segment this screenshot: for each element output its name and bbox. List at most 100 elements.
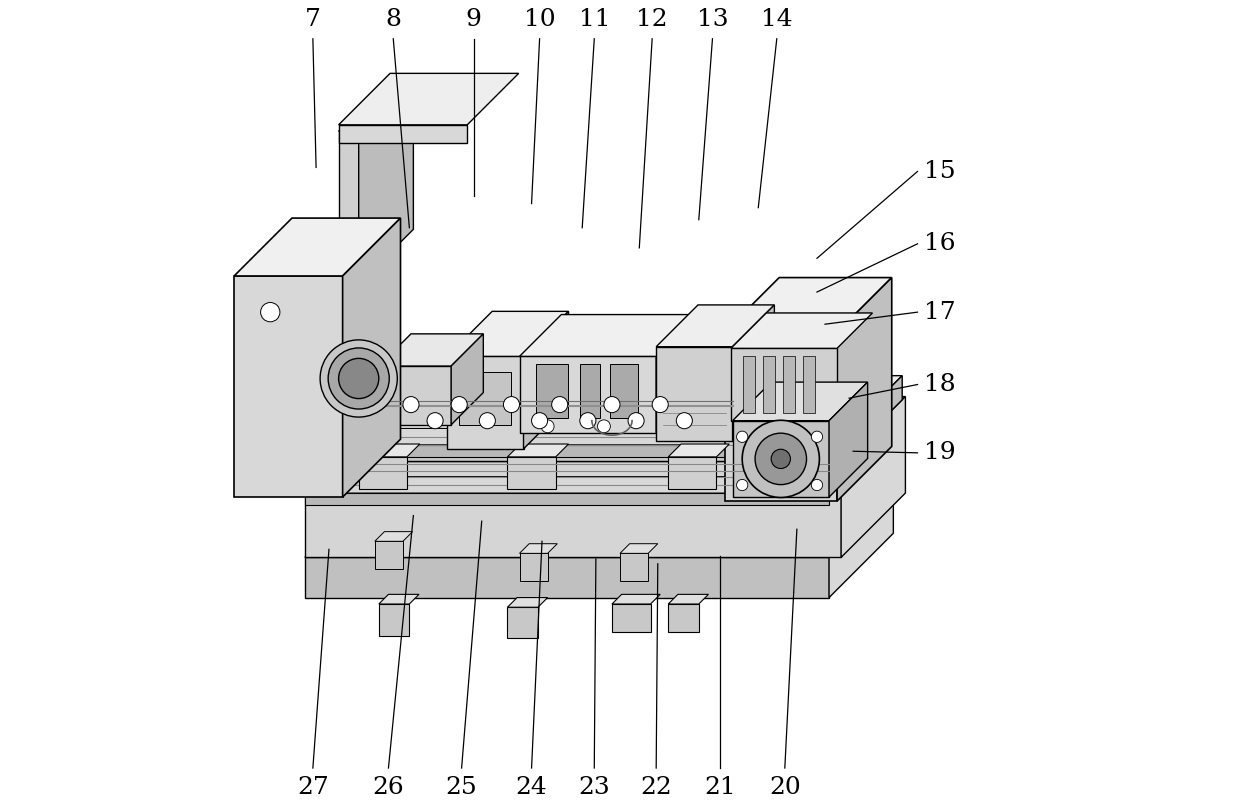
Polygon shape <box>668 457 717 489</box>
Polygon shape <box>613 604 651 632</box>
Polygon shape <box>733 421 830 497</box>
Text: 20: 20 <box>769 776 801 799</box>
Polygon shape <box>804 356 816 413</box>
Circle shape <box>541 420 554 433</box>
Circle shape <box>627 413 644 429</box>
Polygon shape <box>507 457 556 489</box>
Circle shape <box>743 420 820 498</box>
Polygon shape <box>830 382 868 497</box>
Circle shape <box>811 479 822 490</box>
Polygon shape <box>656 314 698 433</box>
Text: 10: 10 <box>523 8 556 31</box>
Text: 14: 14 <box>761 8 792 31</box>
Circle shape <box>737 431 748 443</box>
Polygon shape <box>451 334 484 425</box>
Polygon shape <box>339 131 358 284</box>
Polygon shape <box>448 356 523 448</box>
Polygon shape <box>724 278 892 332</box>
Polygon shape <box>610 364 639 419</box>
Circle shape <box>598 420 610 433</box>
Polygon shape <box>668 604 699 632</box>
Circle shape <box>532 413 548 429</box>
Polygon shape <box>733 305 774 441</box>
Polygon shape <box>520 356 656 433</box>
Text: 24: 24 <box>516 776 547 799</box>
Polygon shape <box>507 598 548 608</box>
Text: 7: 7 <box>305 8 321 31</box>
Polygon shape <box>378 595 419 604</box>
Polygon shape <box>668 595 708 604</box>
Polygon shape <box>730 348 837 421</box>
Polygon shape <box>351 376 903 437</box>
Polygon shape <box>358 77 413 284</box>
Polygon shape <box>507 608 538 638</box>
Circle shape <box>339 359 378 398</box>
Text: 16: 16 <box>924 233 956 255</box>
Circle shape <box>503 397 520 413</box>
Polygon shape <box>339 74 518 124</box>
Polygon shape <box>305 493 830 505</box>
Circle shape <box>811 431 822 443</box>
Polygon shape <box>763 356 775 413</box>
Text: 11: 11 <box>579 8 610 31</box>
Text: 17: 17 <box>924 301 956 324</box>
Polygon shape <box>342 218 401 497</box>
Polygon shape <box>837 278 892 501</box>
Text: 26: 26 <box>372 776 404 799</box>
Polygon shape <box>613 595 660 604</box>
Circle shape <box>427 413 443 429</box>
Polygon shape <box>378 366 451 425</box>
Polygon shape <box>620 544 657 553</box>
Circle shape <box>676 413 692 429</box>
Text: 19: 19 <box>924 441 956 465</box>
Text: 25: 25 <box>445 776 477 799</box>
Circle shape <box>771 449 790 469</box>
Polygon shape <box>305 445 830 457</box>
Polygon shape <box>234 276 342 497</box>
Circle shape <box>755 433 806 485</box>
Polygon shape <box>668 444 729 457</box>
Circle shape <box>329 348 389 409</box>
Polygon shape <box>378 604 409 636</box>
Polygon shape <box>830 493 893 598</box>
Polygon shape <box>507 444 569 457</box>
Polygon shape <box>656 305 774 347</box>
Polygon shape <box>305 477 846 493</box>
Text: 18: 18 <box>924 373 956 396</box>
Polygon shape <box>536 364 568 419</box>
Polygon shape <box>378 334 484 366</box>
Polygon shape <box>374 532 413 541</box>
Polygon shape <box>305 461 841 558</box>
Circle shape <box>260 302 280 322</box>
Polygon shape <box>339 124 467 143</box>
Polygon shape <box>841 376 903 461</box>
Circle shape <box>451 397 467 413</box>
Polygon shape <box>358 457 407 489</box>
Polygon shape <box>656 347 733 441</box>
Polygon shape <box>351 437 841 461</box>
Polygon shape <box>743 356 755 413</box>
Circle shape <box>652 397 668 413</box>
Polygon shape <box>305 493 893 558</box>
Circle shape <box>580 413 596 429</box>
Circle shape <box>552 397 568 413</box>
Text: 8: 8 <box>386 8 402 31</box>
Polygon shape <box>733 382 868 421</box>
Polygon shape <box>305 428 846 445</box>
Polygon shape <box>305 397 905 461</box>
Polygon shape <box>841 397 905 558</box>
Polygon shape <box>730 313 873 348</box>
Polygon shape <box>459 372 511 425</box>
Text: 27: 27 <box>298 776 329 799</box>
Polygon shape <box>724 332 837 501</box>
Polygon shape <box>448 311 569 356</box>
Text: 9: 9 <box>466 8 481 31</box>
Polygon shape <box>339 77 413 131</box>
Circle shape <box>480 413 496 429</box>
Polygon shape <box>520 544 557 553</box>
Polygon shape <box>520 553 548 582</box>
Polygon shape <box>784 356 795 413</box>
Polygon shape <box>305 558 830 598</box>
Circle shape <box>737 479 748 490</box>
Polygon shape <box>520 314 698 356</box>
